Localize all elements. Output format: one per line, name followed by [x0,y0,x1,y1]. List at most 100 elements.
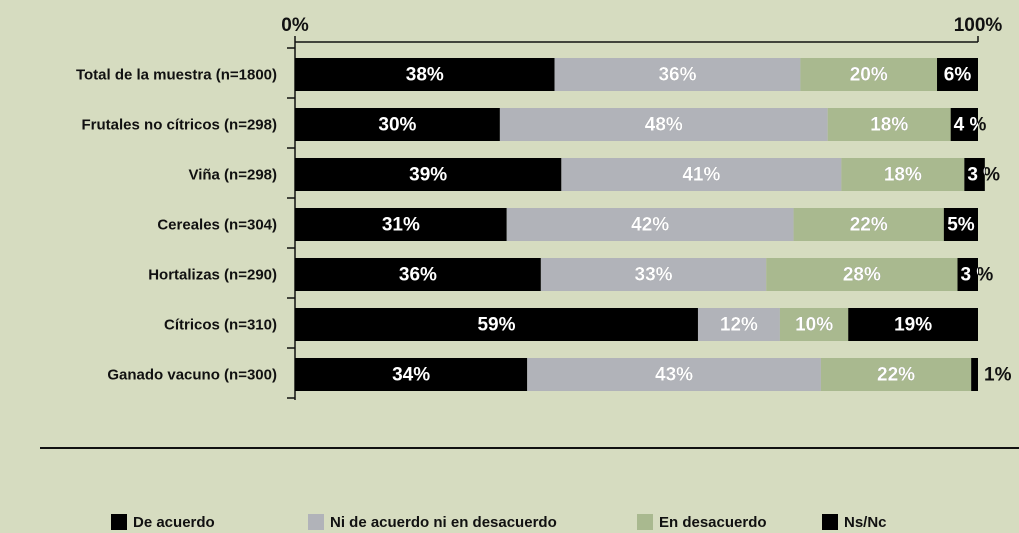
bar-segment [848,308,978,341]
value-label: 59% [477,315,515,336]
bar-segment [971,358,978,391]
value-label: 18% [884,165,922,186]
bar-segment [950,108,978,141]
value-label: 18% [870,115,908,136]
value-label: 22% [877,365,915,386]
value-label: 6% [944,65,972,86]
category-label: Total de la muestra (n=1800) [76,66,277,83]
value-label: 34% [392,365,430,386]
value-label: 30% [378,115,416,136]
value-label: 36% [399,265,437,286]
value-label: 30% [378,115,416,136]
category-label: Hortalizas (n=290) [148,266,277,283]
value-label: 10% [795,315,833,336]
value-label: 33% [635,265,673,286]
value-label: 10% [795,315,833,336]
value-label: 43% [655,365,693,386]
bar-segment [506,208,794,241]
bar-segment [820,358,972,391]
value-label: 18% [870,115,908,136]
bar-segment [779,308,849,341]
value-label: 20% [850,65,888,86]
value-label: 41% [682,165,720,186]
bar-segment [295,358,528,391]
bar-segment [943,208,978,241]
value-label: 3 % [967,165,1000,186]
bar-segment [766,258,958,291]
value-label: 5% [947,215,975,236]
value-label: 20% [850,65,888,86]
legend-swatch [111,514,127,530]
bar-segment [527,358,821,391]
value-label: 12% [720,315,758,336]
bar-segment [295,258,541,291]
value-label: 1% [984,365,1012,386]
category-label: Ganado vacuno (n=300) [107,366,277,383]
category-label: Frutales no cítricos (n=298) [82,116,277,133]
bar-segment [793,208,944,241]
legend-label: Ni de acuerdo ni en desacuerdo [330,514,557,531]
bar-segment [800,58,938,91]
bar-segment [295,208,507,241]
value-label: 38% [406,65,444,86]
x-tick-label: 0% [281,15,309,36]
value-label: 12% [720,315,758,336]
value-label: 31% [382,215,420,236]
bar-segment [937,58,978,91]
value-label: 3 % [961,265,994,286]
value-label: 19% [894,315,932,336]
value-label: 5% [947,215,975,236]
value-label: 3 % [967,165,1000,186]
value-label: 28% [843,265,881,286]
value-label: 28% [843,265,881,286]
value-label: 6% [944,65,972,86]
bar-segment [499,108,828,141]
value-label: 4 % [954,115,987,136]
category-label: Cítricos (n=310) [164,316,277,333]
category-label: Cereales (n=304) [157,216,277,233]
legend-label: Ns/Nc [844,514,887,531]
value-label: 22% [850,215,888,236]
value-label: 42% [631,215,669,236]
bar-segment [841,158,965,191]
value-label: 48% [645,115,683,136]
value-label: 48% [645,115,683,136]
x-tick-label: 100% [954,15,1003,36]
value-label: 39% [409,165,447,186]
value-label: 36% [658,65,696,86]
bar-segment [295,308,698,341]
legend-swatch [637,514,653,530]
value-label: 22% [877,365,915,386]
value-label: 19% [894,315,932,336]
value-label: 3 % [961,265,994,286]
bar-segment [295,58,555,91]
bar-segment [295,108,500,141]
category-label: Viña (n=298) [188,166,277,183]
bar-segment [697,308,780,341]
bar-segment [295,158,562,191]
bar-segment [964,158,985,191]
value-label: 18% [884,165,922,186]
bar-segment [554,58,801,91]
value-label: 38% [406,65,444,86]
value-label: 31% [382,215,420,236]
bar-segment [561,158,842,191]
value-label: 42% [631,215,669,236]
value-label: 33% [635,265,673,286]
value-label: 22% [850,215,888,236]
value-label: 59% [477,315,515,336]
value-label: 36% [658,65,696,86]
legend-label: De acuerdo [133,514,215,531]
value-label: 36% [399,265,437,286]
legend-swatch [822,514,838,530]
bar-segment [957,258,978,291]
legend-label: En desacuerdo [659,514,767,531]
value-label: 41% [682,165,720,186]
bar-segment [827,108,951,141]
bar-segment [540,258,767,291]
value-label: 39% [409,165,447,186]
value-label: 4 % [954,115,987,136]
value-label: 34% [392,365,430,386]
value-label: 43% [655,365,693,386]
